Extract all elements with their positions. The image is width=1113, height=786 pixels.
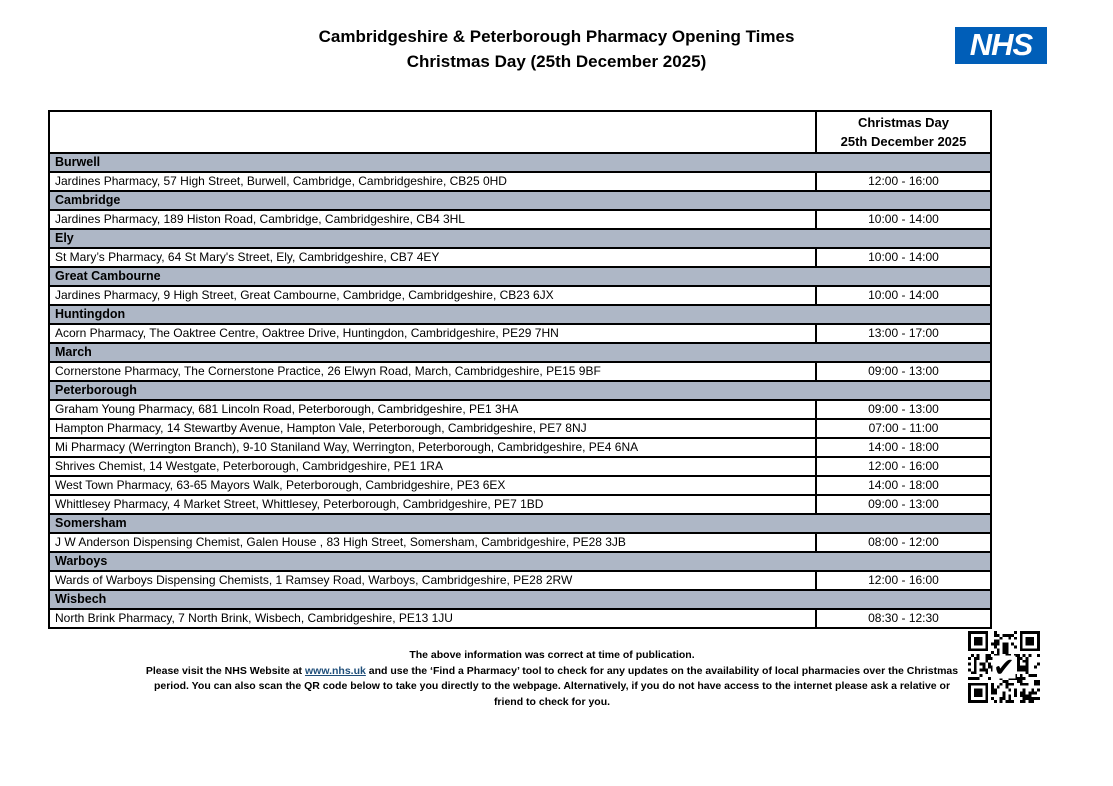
qr-code: ✔ — [968, 631, 1040, 703]
pharmacy-opening-time: 13:00 - 17:00 — [815, 323, 992, 344]
pharmacy-opening-time: 09:00 - 13:00 — [815, 399, 992, 420]
pharmacy-opening-time: 07:00 - 11:00 — [815, 418, 992, 439]
town-section-row: Huntingdon — [48, 304, 992, 325]
town-section-row: Somersham — [48, 513, 992, 534]
pharmacy-opening-time: 10:00 - 14:00 — [815, 247, 992, 268]
pharmacy-address: Acorn Pharmacy, The Oaktree Centre, Oakt… — [48, 323, 817, 344]
town-header: Huntingdon — [48, 304, 992, 325]
pharmacy-row: Whittlesey Pharmacy, 4 Market Street, Wh… — [48, 494, 992, 515]
table-header-date-line2: 25th December 2025 — [840, 134, 967, 149]
footer-text-before-link: Please visit the NHS Website at — [145, 664, 305, 677]
pharmacy-opening-time: 08:30 - 12:30 — [815, 608, 992, 629]
town-section-row: Cambridge — [48, 190, 992, 211]
pharmacy-table-body: Burwell Jardines Pharmacy, 57 High Stree… — [48, 152, 992, 629]
town-section-row: Warboys — [48, 551, 992, 572]
nhs-logo-icon: NHS — [955, 27, 1047, 64]
pharmacy-address: Hampton Pharmacy, 14 Stewartby Avenue, H… — [48, 418, 817, 439]
town-section-row: Great Cambourne — [48, 266, 992, 287]
town-section-row: Wisbech — [48, 589, 992, 610]
pharmacy-opening-time: 10:00 - 14:00 — [815, 285, 992, 306]
town-section-row: Peterborough — [48, 380, 992, 401]
pharmacy-address: Shrives Chemist, 14 Westgate, Peterborou… — [48, 456, 817, 477]
pharmacy-opening-time: 09:00 - 13:00 — [815, 494, 992, 515]
town-section-row: Burwell — [48, 152, 992, 173]
town-header: Wisbech — [48, 589, 992, 610]
page-title-line2: Christmas Day (25th December 2025) — [406, 52, 707, 71]
table-header-empty-cell — [48, 110, 817, 154]
pharmacy-row: Acorn Pharmacy, The Oaktree Centre, Oakt… — [48, 323, 992, 344]
pharmacy-row: Jardines Pharmacy, 9 High Street, Great … — [48, 285, 992, 306]
footer-text-after-link: and use the ‘Find a Pharmacy’ tool to ch… — [153, 664, 959, 708]
page-title-line1: Cambridgeshire & Peterborough Pharmacy O… — [318, 27, 795, 46]
town-header: Great Cambourne — [48, 266, 992, 287]
town-header: Warboys — [48, 551, 992, 572]
pharmacy-row: J W Anderson Dispensing Chemist, Galen H… — [48, 532, 992, 553]
nhs-logo-text: NHS — [969, 26, 1033, 62]
pharmacy-opening-time: 12:00 - 16:00 — [815, 570, 992, 591]
pharmacy-address: Mi Pharmacy (Werrington Branch), 9-10 St… — [48, 437, 817, 458]
pharmacy-opening-time: 09:00 - 13:00 — [815, 361, 992, 382]
nhs-website-link[interactable]: www.nhs.uk — [304, 664, 366, 677]
town-header: March — [48, 342, 992, 363]
pharmacy-opening-time: 08:00 - 12:00 — [815, 532, 992, 553]
town-header: Burwell — [48, 152, 992, 173]
pharmacy-address: Wards of Warboys Dispensing Chemists, 1 … — [48, 570, 817, 591]
town-section-row: March — [48, 342, 992, 363]
pharmacy-opening-time: 10:00 - 14:00 — [815, 209, 992, 230]
qr-checkmark-icon: ✔ — [993, 653, 1015, 683]
pharmacy-opening-time: 12:00 - 16:00 — [815, 171, 992, 192]
pharmacy-row: West Town Pharmacy, 63-65 Mayors Walk, P… — [48, 475, 992, 496]
pharmacy-address: Jardines Pharmacy, 9 High Street, Great … — [48, 285, 817, 306]
pharmacy-address: Graham Young Pharmacy, 681 Lincoln Road,… — [48, 399, 817, 420]
table-header-row: Christmas Day 25th December 2025 — [48, 110, 992, 154]
pharmacy-address: St Mary’s Pharmacy, 64 St Mary's Street,… — [48, 247, 817, 268]
pharmacy-address: Jardines Pharmacy, 189 Histon Road, Camb… — [48, 209, 817, 230]
pharmacy-address: Whittlesey Pharmacy, 4 Market Street, Wh… — [48, 494, 817, 515]
town-header: Ely — [48, 228, 992, 249]
pharmacy-row: Cornerstone Pharmacy, The Cornerstone Pr… — [48, 361, 992, 382]
pharmacy-row: Shrives Chemist, 14 Westgate, Peterborou… — [48, 456, 992, 477]
pharmacy-row: Mi Pharmacy (Werrington Branch), 9-10 St… — [48, 437, 992, 458]
footer-note: The above information was correct at tim… — [142, 648, 962, 710]
pharmacy-address: J W Anderson Dispensing Chemist, Galen H… — [48, 532, 817, 553]
table-header-date-cell: Christmas Day 25th December 2025 — [815, 110, 992, 154]
pharmacy-opening-time: 14:00 - 18:00 — [815, 475, 992, 496]
pharmacy-row: North Brink Pharmacy, 7 North Brink, Wis… — [48, 608, 992, 629]
pharmacy-opening-time: 14:00 - 18:00 — [815, 437, 992, 458]
pharmacy-row: Jardines Pharmacy, 189 Histon Road, Camb… — [48, 209, 992, 230]
pharmacy-row: Jardines Pharmacy, 57 High Street, Burwe… — [48, 171, 992, 192]
town-section-row: Ely — [48, 228, 992, 249]
pharmacy-row: Wards of Warboys Dispensing Chemists, 1 … — [48, 570, 992, 591]
town-header: Somersham — [48, 513, 992, 534]
pharmacy-opening-time: 12:00 - 16:00 — [815, 456, 992, 477]
page-title: Cambridgeshire & Peterborough Pharmacy O… — [0, 24, 1113, 74]
pharmacy-address: Cornerstone Pharmacy, The Cornerstone Pr… — [48, 361, 817, 382]
pharmacy-row: Hampton Pharmacy, 14 Stewartby Avenue, H… — [48, 418, 992, 439]
footer-paragraph: Please visit the NHS Website at www.nhs.… — [142, 664, 962, 711]
table-header-date-line1: Christmas Day — [857, 115, 950, 130]
pharmacy-address: Jardines Pharmacy, 57 High Street, Burwe… — [48, 171, 817, 192]
town-header: Peterborough — [48, 380, 992, 401]
pharmacy-address: North Brink Pharmacy, 7 North Brink, Wis… — [48, 608, 817, 629]
pharmacy-address: West Town Pharmacy, 63-65 Mayors Walk, P… — [48, 475, 817, 496]
pharmacy-opening-times-table: Christmas Day 25th December 2025 Burwell… — [48, 110, 992, 629]
pharmacy-row: Graham Young Pharmacy, 681 Lincoln Road,… — [48, 399, 992, 420]
town-header: Cambridge — [48, 190, 992, 211]
pharmacy-row: St Mary’s Pharmacy, 64 St Mary's Street,… — [48, 247, 992, 268]
footer-line1: The above information was correct at tim… — [409, 649, 695, 661]
